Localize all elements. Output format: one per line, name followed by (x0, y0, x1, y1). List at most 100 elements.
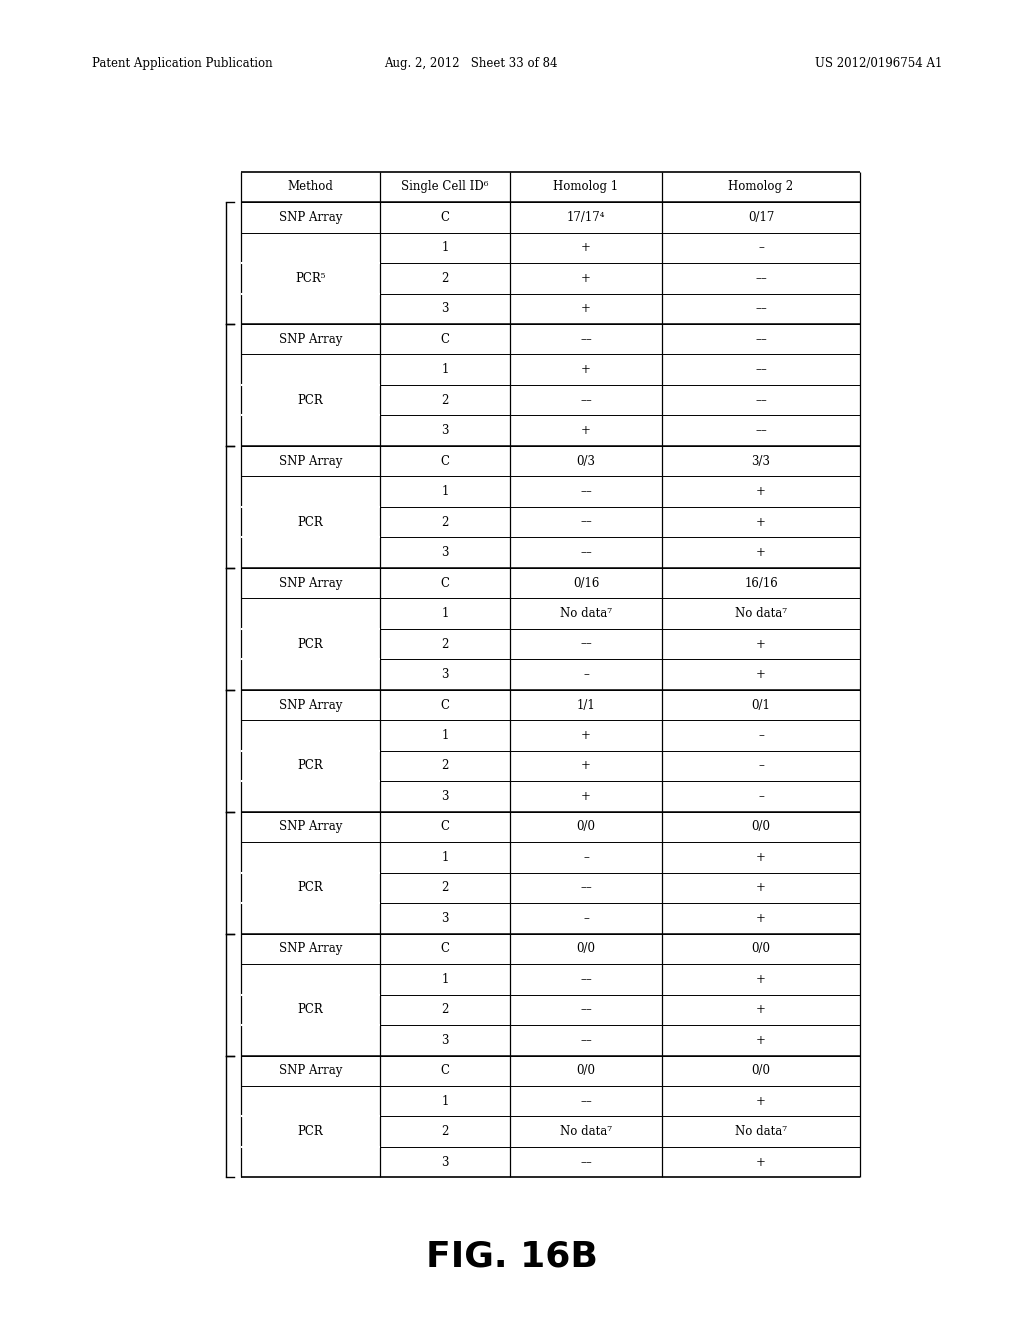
Text: +: + (756, 851, 766, 863)
Text: ––: –– (755, 272, 767, 285)
Text: ––: –– (581, 546, 592, 560)
Text: SNP Array: SNP Array (279, 1064, 342, 1077)
Text: +: + (756, 973, 766, 986)
Text: 0/3: 0/3 (577, 454, 596, 467)
Text: ––: –– (755, 302, 767, 315)
Text: 1: 1 (441, 607, 449, 620)
Text: SNP Array: SNP Array (279, 211, 342, 224)
Text: PCR: PCR (297, 638, 324, 651)
Text: Method: Method (288, 181, 333, 193)
Text: PCR: PCR (297, 516, 324, 528)
Text: 3: 3 (441, 1156, 449, 1168)
Text: –: – (758, 242, 764, 255)
Text: C: C (440, 577, 450, 590)
Text: +: + (756, 1094, 766, 1107)
Text: 1/1: 1/1 (577, 698, 595, 711)
Text: Aug. 2, 2012   Sheet 33 of 84: Aug. 2, 2012 Sheet 33 of 84 (384, 57, 558, 70)
Text: SNP Array: SNP Array (279, 577, 342, 590)
Text: PCR⁵: PCR⁵ (295, 272, 326, 285)
Text: No data⁷: No data⁷ (560, 1125, 612, 1138)
Text: 2: 2 (441, 1003, 449, 1016)
Text: No data⁷: No data⁷ (735, 1125, 787, 1138)
Text: –: – (583, 668, 589, 681)
Text: ––: –– (755, 333, 767, 346)
Text: –: – (758, 789, 764, 803)
Text: –: – (758, 729, 764, 742)
Text: C: C (440, 698, 450, 711)
Text: ––: –– (755, 424, 767, 437)
Text: SNP Array: SNP Array (279, 698, 342, 711)
Text: 3: 3 (441, 546, 449, 560)
Text: C: C (440, 454, 450, 467)
Text: ––: –– (581, 333, 592, 346)
Text: +: + (756, 546, 766, 560)
Text: 0/0: 0/0 (752, 942, 770, 956)
Text: ––: –– (581, 1156, 592, 1168)
Text: 3: 3 (441, 1034, 449, 1047)
Text: PCR: PCR (297, 1003, 324, 1016)
Text: ––: –– (581, 1094, 592, 1107)
Text: FIG. 16B: FIG. 16B (426, 1239, 598, 1274)
Text: C: C (440, 211, 450, 224)
Text: C: C (440, 942, 450, 956)
Text: Homolog 2: Homolog 2 (728, 181, 794, 193)
Text: PCR: PCR (297, 882, 324, 895)
Text: 3: 3 (441, 424, 449, 437)
Text: ––: –– (581, 486, 592, 498)
Text: 1: 1 (441, 363, 449, 376)
Text: ––: –– (581, 393, 592, 407)
Text: 1: 1 (441, 973, 449, 986)
Text: C: C (440, 333, 450, 346)
Text: ––: –– (581, 973, 592, 986)
Text: 2: 2 (441, 1125, 449, 1138)
Text: +: + (581, 272, 591, 285)
Text: No data⁷: No data⁷ (735, 607, 787, 620)
Text: No data⁷: No data⁷ (560, 607, 612, 620)
Text: PCR: PCR (297, 759, 324, 772)
Text: 0/0: 0/0 (752, 821, 770, 833)
Text: 1: 1 (441, 729, 449, 742)
Text: 2: 2 (441, 393, 449, 407)
Text: ––: –– (581, 516, 592, 528)
Text: 16/16: 16/16 (744, 577, 778, 590)
Text: 1: 1 (441, 486, 449, 498)
Text: +: + (756, 486, 766, 498)
Text: +: + (756, 1003, 766, 1016)
Text: SNP Array: SNP Array (279, 821, 342, 833)
Text: +: + (581, 363, 591, 376)
Text: SNP Array: SNP Array (279, 454, 342, 467)
Text: +: + (756, 1156, 766, 1168)
Text: –: – (758, 759, 764, 772)
Text: PCR: PCR (297, 393, 324, 407)
Text: 3: 3 (441, 668, 449, 681)
Text: +: + (756, 1034, 766, 1047)
Text: 0/0: 0/0 (577, 942, 596, 956)
Text: 0/0: 0/0 (577, 821, 596, 833)
Text: 0/17: 0/17 (748, 211, 774, 224)
Text: ––: –– (581, 1034, 592, 1047)
Text: Single Cell ID⁶: Single Cell ID⁶ (401, 181, 488, 193)
Text: +: + (581, 424, 591, 437)
Text: +: + (581, 242, 591, 255)
Text: C: C (440, 1064, 450, 1077)
Text: 2: 2 (441, 759, 449, 772)
Text: ––: –– (755, 363, 767, 376)
Text: 2: 2 (441, 882, 449, 895)
Text: US 2012/0196754 A1: US 2012/0196754 A1 (815, 57, 942, 70)
Text: 3: 3 (441, 789, 449, 803)
Text: 0/0: 0/0 (752, 1064, 770, 1077)
Text: ––: –– (581, 1003, 592, 1016)
Text: 2: 2 (441, 272, 449, 285)
Text: 1: 1 (441, 1094, 449, 1107)
Text: 3/3: 3/3 (752, 454, 770, 467)
Text: +: + (756, 668, 766, 681)
Text: SNP Array: SNP Array (279, 942, 342, 956)
Text: ––: –– (581, 638, 592, 651)
Text: ––: –– (581, 882, 592, 895)
Text: C: C (440, 821, 450, 833)
Text: Patent Application Publication: Patent Application Publication (92, 57, 272, 70)
Text: 17/17⁴: 17/17⁴ (566, 211, 605, 224)
Text: +: + (756, 638, 766, 651)
Text: 2: 2 (441, 516, 449, 528)
Text: +: + (581, 759, 591, 772)
